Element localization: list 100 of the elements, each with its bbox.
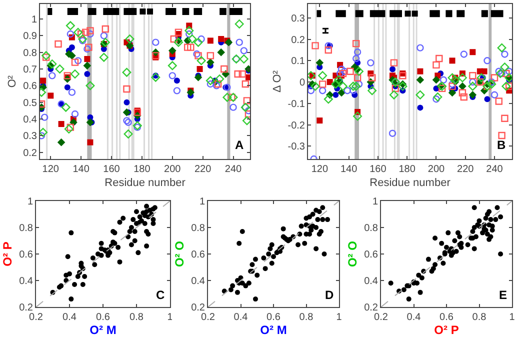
point [42, 51, 51, 60]
point [498, 70, 506, 78]
point [368, 74, 376, 82]
point [334, 75, 344, 84]
point [186, 88, 195, 96]
point [240, 47, 248, 54]
point [147, 8, 154, 14]
x-tick-label: 0.2 [201, 312, 216, 323]
y-tick-label: 0.2 [191, 302, 206, 314]
point [495, 98, 502, 105]
point [438, 82, 447, 91]
point [186, 30, 193, 38]
point [416, 90, 425, 100]
point [71, 58, 79, 66]
point [40, 78, 46, 84]
point [218, 36, 224, 42]
point [339, 70, 347, 78]
point [184, 44, 192, 51]
point [168, 61, 177, 70]
point [68, 44, 75, 50]
point [174, 28, 182, 36]
point [168, 46, 176, 55]
point [338, 66, 346, 73]
point [502, 82, 511, 91]
x-axis-title: O² P [434, 323, 459, 337]
y-tick-label: 0.8 [23, 48, 38, 59]
point [184, 26, 194, 36]
point [188, 34, 197, 44]
point [86, 118, 94, 126]
point [87, 139, 94, 146]
point [206, 76, 215, 86]
point [433, 92, 442, 102]
x-tick-label: 0.6 [440, 312, 454, 323]
point [308, 86, 315, 94]
y-tick-label: 0.5 [23, 98, 38, 109]
point [476, 73, 486, 82]
point [490, 91, 498, 98]
x-tick-label: 0.4 [234, 312, 248, 323]
point [170, 35, 178, 43]
point [168, 72, 176, 80]
point [102, 25, 110, 33]
point [57, 138, 66, 146]
point [412, 10, 418, 17]
point [242, 116, 250, 126]
point [469, 78, 476, 86]
point [458, 73, 467, 82]
annotation: D [325, 288, 334, 302]
y-axis-title: O² O [345, 241, 360, 267]
point [388, 130, 396, 137]
point [496, 68, 505, 78]
x-tick-label: 0.2 [374, 312, 388, 323]
x-tick-label: 1 [167, 312, 174, 323]
point [230, 104, 237, 111]
x-tick-label: 0.8 [130, 312, 144, 323]
point [436, 54, 443, 62]
point [234, 20, 244, 28]
y-tick-label: 0.7 [23, 64, 38, 76]
point [196, 56, 206, 66]
y-tick-label: 1 [372, 196, 378, 208]
point [134, 124, 141, 131]
point [71, 110, 79, 118]
point [99, 52, 108, 62]
point [404, 10, 411, 17]
x-axis-title: O² M [90, 323, 116, 337]
y-tick-label: 0.6 [19, 250, 34, 260]
y-tick-label: -0.1 [288, 98, 306, 110]
point [198, 35, 205, 43]
y-tick-label: 0.2 [19, 302, 34, 314]
x-tick-label: 0.6 [266, 312, 281, 323]
point [484, 57, 491, 64]
point [500, 62, 510, 72]
point [312, 42, 319, 50]
x-tick-label: 0.4 [62, 312, 77, 323]
point [352, 82, 361, 91]
point [501, 50, 508, 58]
point [338, 82, 348, 91]
point [490, 74, 498, 82]
y-tick-label: 0.4 [23, 114, 38, 126]
point [242, 80, 250, 88]
point [61, 102, 70, 112]
point [417, 68, 424, 74]
point [502, 70, 510, 78]
point [222, 92, 232, 102]
point [83, 62, 92, 70]
point [368, 86, 377, 96]
y-tick-label: 0.2 [291, 34, 306, 46]
point [124, 99, 130, 106]
x-tick-label: 0.4 [406, 312, 422, 323]
point [389, 90, 398, 100]
point [100, 32, 108, 40]
x-tick-label: 220 [194, 164, 212, 175]
point [352, 54, 360, 62]
point [123, 85, 130, 93]
point [324, 94, 333, 104]
point [140, 8, 146, 14]
point [350, 86, 357, 94]
point [132, 121, 142, 130]
point [469, 72, 476, 80]
point [390, 59, 398, 66]
point [100, 38, 110, 47]
